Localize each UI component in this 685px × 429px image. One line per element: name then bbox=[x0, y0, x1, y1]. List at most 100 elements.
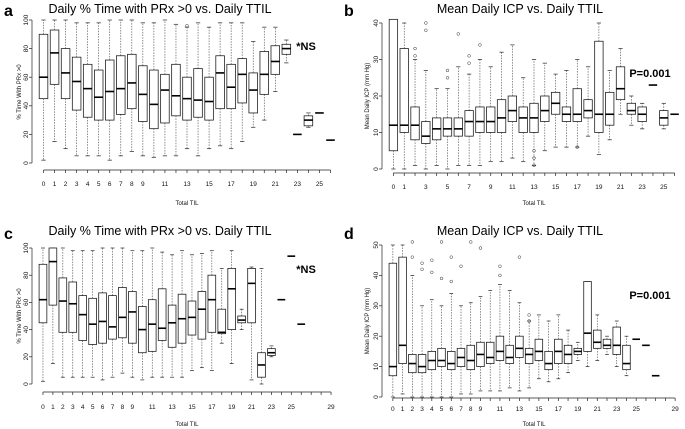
box-22 bbox=[602, 335, 612, 355]
x-tick-label: 17 bbox=[228, 181, 236, 188]
x-tick-label: 6 bbox=[449, 406, 453, 413]
outlier-point bbox=[498, 264, 502, 268]
x-tick-label: 5 bbox=[91, 404, 95, 411]
outlier-point bbox=[424, 21, 428, 25]
outlier-point bbox=[449, 279, 453, 284]
box-22 bbox=[626, 95, 636, 126]
box-iqr bbox=[515, 335, 524, 358]
x-tick-label: 4 bbox=[86, 181, 90, 188]
outlier-point bbox=[575, 145, 579, 149]
outlier-point bbox=[430, 258, 434, 262]
box-3 bbox=[417, 261, 427, 398]
box-25 bbox=[659, 102, 669, 130]
x-tick-label: 15 bbox=[535, 406, 543, 413]
box-10 bbox=[486, 290, 495, 392]
box-iqr bbox=[505, 344, 514, 364]
box-9 bbox=[486, 66, 496, 163]
box-iqr bbox=[215, 55, 225, 110]
x-tick-label: 21 bbox=[248, 404, 256, 411]
box-12 bbox=[518, 77, 528, 163]
outlier-point bbox=[410, 255, 414, 259]
box-iqr bbox=[594, 40, 604, 133]
box-iqr bbox=[38, 263, 48, 324]
box-iqr bbox=[388, 18, 399, 152]
box-iqr bbox=[71, 56, 82, 111]
box-4 bbox=[78, 250, 87, 378]
significance-annotation: *NS bbox=[296, 264, 316, 276]
y-tick-label: 0 bbox=[373, 167, 380, 171]
box-14 bbox=[524, 313, 534, 389]
box-5 bbox=[88, 250, 97, 378]
box-14 bbox=[540, 62, 550, 152]
box-14 bbox=[193, 22, 203, 157]
box-iqr bbox=[197, 291, 207, 340]
box-iqr bbox=[524, 347, 534, 364]
box-7 bbox=[108, 247, 117, 378]
box-0 bbox=[388, 244, 398, 398]
box-iqr bbox=[105, 59, 115, 121]
box-iqr bbox=[88, 297, 97, 345]
box-9 bbox=[128, 250, 137, 378]
box-2 bbox=[58, 247, 68, 378]
x-tick-label: 29 bbox=[672, 406, 680, 413]
box-6 bbox=[447, 255, 456, 398]
x-tick-label: 2 bbox=[411, 406, 415, 413]
y-tick-label: 80 bbox=[23, 45, 30, 53]
x-tick-label: 9 bbox=[479, 406, 483, 413]
box-iqr bbox=[421, 121, 431, 144]
box-iqr bbox=[399, 48, 409, 133]
box-iqr bbox=[247, 267, 256, 324]
outlier-point bbox=[456, 32, 460, 36]
box-iqr bbox=[48, 247, 58, 306]
box-16 bbox=[197, 253, 207, 369]
x-tick-label: 25 bbox=[633, 406, 641, 413]
panel-c: c Daily % Time with PRx >0 vs. Daily TTIL… bbox=[4, 224, 335, 428]
outlier-point bbox=[439, 240, 444, 244]
outlier-point bbox=[445, 76, 450, 80]
box-2 bbox=[60, 19, 71, 150]
box-10 bbox=[496, 51, 507, 163]
box-iqr bbox=[572, 88, 582, 122]
box-iqr bbox=[615, 66, 626, 101]
box-17 bbox=[554, 314, 563, 380]
box-12 bbox=[157, 251, 167, 378]
box-18 bbox=[583, 66, 593, 137]
box-iqr bbox=[58, 277, 68, 333]
box-18 bbox=[217, 268, 227, 344]
box-iqr bbox=[149, 69, 159, 130]
box-18 bbox=[563, 329, 573, 374]
y-tick-label: 50 bbox=[373, 241, 380, 249]
x-tick-label: 19 bbox=[250, 181, 258, 188]
outlier-point bbox=[459, 264, 463, 268]
x-tick-label: 25 bbox=[288, 404, 296, 411]
x-tick-label: 21 bbox=[594, 406, 602, 413]
x-axis-label: Total TIL bbox=[176, 422, 200, 428]
box-7 bbox=[464, 54, 474, 166]
x-axis-label: Total TIL bbox=[176, 201, 200, 207]
box-21 bbox=[247, 266, 256, 381]
x-tick-label: 21 bbox=[617, 184, 625, 191]
box-iqr bbox=[217, 308, 227, 335]
outlier-point bbox=[420, 267, 424, 271]
box-21 bbox=[270, 26, 281, 92]
box-6 bbox=[453, 32, 463, 166]
box-iqr bbox=[193, 68, 203, 118]
box-iqr bbox=[227, 267, 236, 330]
y-axis-label: % Time With PRx >0 bbox=[17, 288, 23, 344]
box-iqr bbox=[98, 292, 107, 344]
outlier-point bbox=[430, 270, 434, 275]
box-21 bbox=[615, 48, 626, 115]
x-tick-label: 15 bbox=[205, 181, 213, 188]
box-9 bbox=[476, 246, 485, 392]
box-19 bbox=[573, 341, 582, 361]
x-tick-label: 13 bbox=[168, 404, 176, 411]
box-iqr bbox=[388, 262, 398, 377]
box-4 bbox=[427, 258, 436, 398]
box-iqr bbox=[486, 106, 496, 133]
box-16 bbox=[544, 320, 553, 383]
chart-title: Daily % Time with PRx >0 vs. Daily TTIL bbox=[48, 2, 271, 16]
box-iqr bbox=[147, 299, 157, 352]
box-iqr bbox=[453, 117, 463, 137]
y-tick-label: 30 bbox=[373, 56, 380, 64]
x-tick-label: 13 bbox=[530, 184, 538, 191]
